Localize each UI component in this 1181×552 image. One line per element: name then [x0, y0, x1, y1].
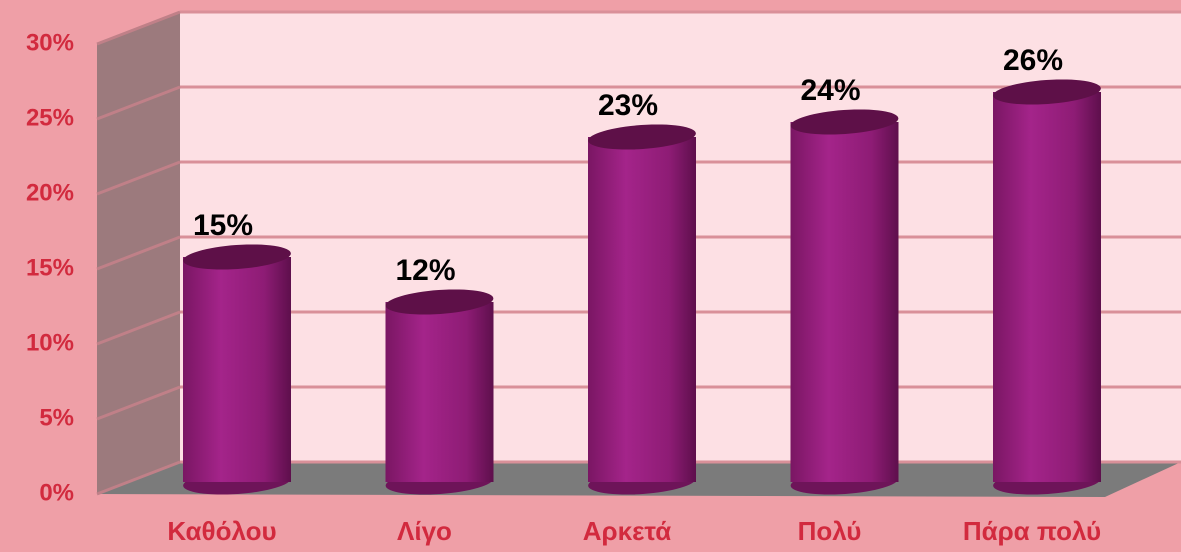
bar-body [385, 302, 494, 482]
bar-body [993, 92, 1101, 482]
side-grid-line [96, 385, 181, 421]
bar [993, 79, 1101, 495]
y-tick-label: 20% [26, 179, 74, 206]
bar-top [790, 109, 899, 135]
side-grid-line [96, 460, 181, 496]
x-tick-label: Πολύ [798, 516, 862, 546]
x-tick-label: Καθόλου [167, 516, 276, 546]
bar [790, 109, 899, 495]
bar-top [993, 79, 1101, 105]
side-grid-line [96, 85, 181, 121]
y-tick-label: 15% [26, 254, 74, 281]
bar-top [588, 124, 696, 150]
side-grid-line [96, 310, 181, 346]
x-tick-label: Λίγο [397, 516, 452, 546]
bar [183, 244, 291, 495]
side-grid-line [96, 10, 181, 46]
side-grid-line [96, 235, 181, 271]
y-tick-label: 10% [26, 329, 74, 356]
side-grid-line [96, 160, 181, 196]
bar-body [183, 257, 291, 482]
bar [385, 289, 494, 495]
x-tick-label: Αρκετά [583, 516, 672, 546]
bar [588, 124, 696, 495]
y-tick-label: 25% [26, 104, 74, 131]
x-tick-label: Πάρα πολύ [963, 516, 1101, 546]
y-tick-label: 5% [39, 404, 74, 431]
bar-body [588, 137, 696, 482]
value-label: 12% [395, 254, 455, 287]
value-label: 26% [1003, 44, 1063, 77]
bar-body [790, 122, 899, 482]
y-tick-label: 30% [26, 29, 74, 56]
value-label: 23% [598, 89, 658, 122]
value-label: 24% [800, 74, 860, 107]
bar-top [183, 244, 291, 270]
bar-top [385, 289, 494, 315]
value-label: 15% [193, 209, 253, 242]
y-tick-label: 0% [39, 479, 74, 506]
